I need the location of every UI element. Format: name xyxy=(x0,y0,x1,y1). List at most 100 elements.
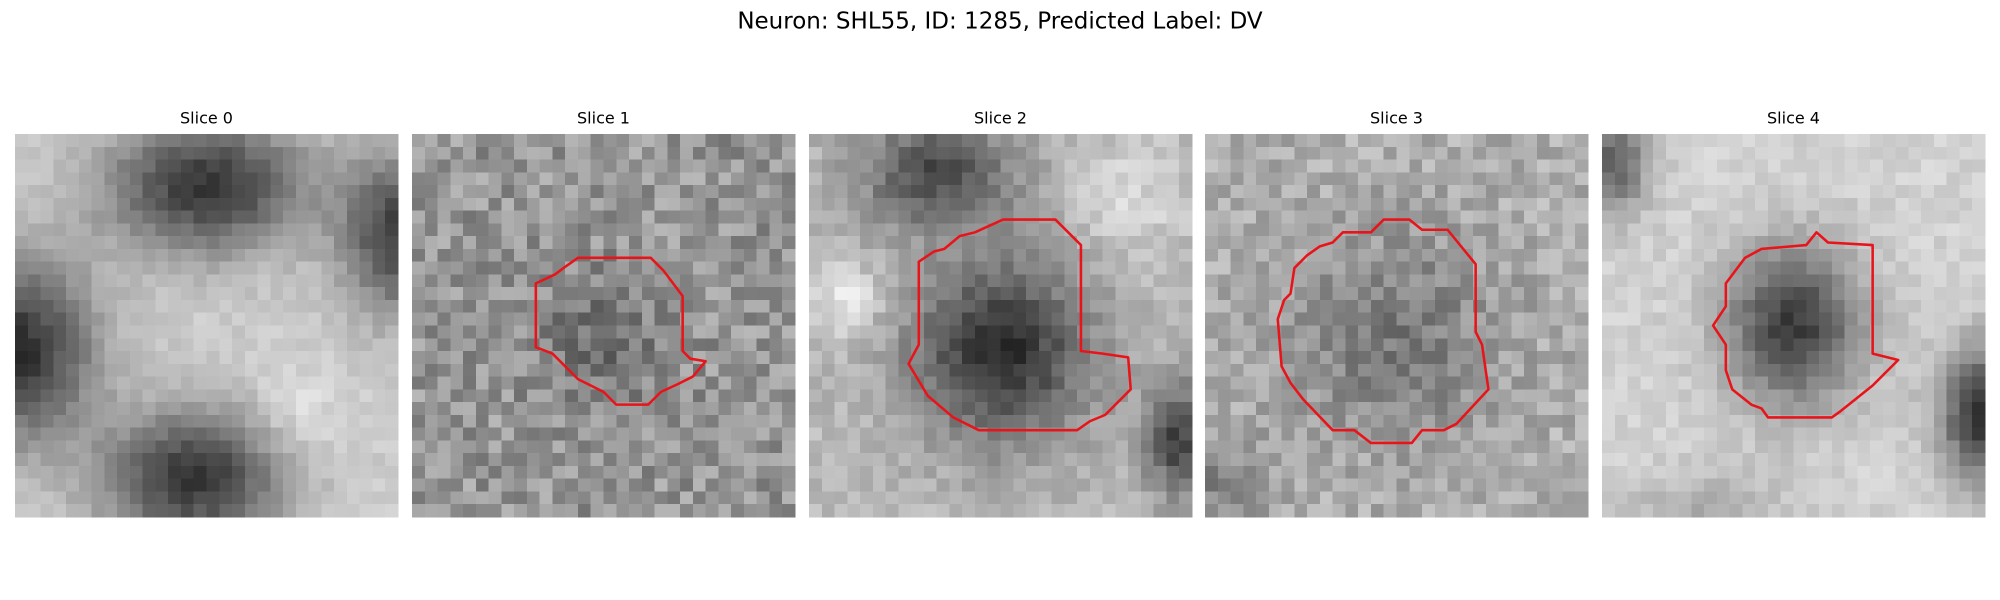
pixel xyxy=(1908,159,1922,173)
pixel xyxy=(104,453,118,467)
pixel xyxy=(1319,351,1334,365)
pixel xyxy=(1729,338,1743,352)
pixel xyxy=(1345,236,1359,250)
pixel xyxy=(1345,402,1359,416)
pixel xyxy=(424,504,439,518)
pixel xyxy=(1166,159,1180,173)
pixel xyxy=(437,465,451,480)
pixel xyxy=(412,248,426,263)
pixel xyxy=(923,236,938,250)
pixel xyxy=(743,453,758,467)
pixel xyxy=(1665,159,1680,173)
pixel xyxy=(334,287,348,301)
pixel xyxy=(1524,223,1538,237)
pixel xyxy=(142,172,156,186)
pixel xyxy=(1256,261,1270,275)
pixel xyxy=(552,389,566,403)
pixel xyxy=(629,414,643,429)
pixel xyxy=(1460,491,1474,505)
pixel xyxy=(705,197,719,212)
pixel xyxy=(860,504,874,518)
pixel xyxy=(450,159,464,173)
pixel xyxy=(731,465,745,480)
pixel xyxy=(1013,440,1027,454)
pixel xyxy=(1498,440,1512,454)
pixel xyxy=(514,299,528,314)
pixel xyxy=(962,172,976,186)
pixel xyxy=(1473,478,1487,492)
pixel xyxy=(1870,478,1884,492)
pixel xyxy=(1485,274,1500,288)
pixel xyxy=(244,325,259,339)
pixel xyxy=(66,172,80,186)
pixel xyxy=(244,465,259,480)
pixel xyxy=(987,491,1002,505)
pixel xyxy=(1153,197,1167,212)
pixel xyxy=(911,414,925,429)
pixel xyxy=(1536,338,1551,352)
pixel xyxy=(1895,312,1909,327)
pixel xyxy=(1946,402,1960,416)
pixel xyxy=(718,453,732,467)
pixel xyxy=(488,453,502,467)
pixel xyxy=(155,465,169,480)
pixel xyxy=(1704,236,1718,250)
pixel xyxy=(1972,287,1986,301)
pixel xyxy=(117,478,131,492)
pixel xyxy=(142,478,156,492)
pixel xyxy=(450,210,464,224)
pixel xyxy=(872,351,887,365)
pixel xyxy=(552,299,566,314)
pixel xyxy=(91,325,105,339)
pixel xyxy=(821,299,836,314)
pixel xyxy=(257,351,271,365)
pixel xyxy=(1115,210,1129,224)
pixel xyxy=(1780,185,1795,199)
pixel xyxy=(1013,172,1027,186)
pixel xyxy=(847,427,861,441)
pixel xyxy=(936,134,950,148)
pixel xyxy=(53,185,67,199)
pixel xyxy=(1921,427,1935,441)
pixel xyxy=(1908,274,1922,288)
pixel xyxy=(1447,146,1461,161)
pixel xyxy=(872,185,887,199)
pixel xyxy=(1716,414,1731,429)
pixel xyxy=(244,185,259,199)
pixel xyxy=(616,491,630,505)
pixel xyxy=(53,414,67,429)
pixel xyxy=(359,146,373,161)
pixel xyxy=(1536,146,1551,161)
pixel xyxy=(1434,261,1449,275)
pixel xyxy=(308,325,322,339)
pixel xyxy=(987,478,1002,492)
pixel xyxy=(1524,465,1538,480)
pixel xyxy=(1013,197,1027,212)
pixel xyxy=(1026,338,1040,352)
pixel xyxy=(987,453,1002,467)
pixel xyxy=(1498,504,1512,518)
pixel xyxy=(1166,312,1180,327)
pixel xyxy=(206,325,220,339)
pixel xyxy=(1485,223,1500,237)
pixel xyxy=(936,299,950,314)
pixel xyxy=(1767,236,1782,250)
pixel xyxy=(244,351,259,365)
pixel xyxy=(667,414,681,429)
pixel xyxy=(565,504,579,518)
pixel xyxy=(565,299,579,314)
pixel xyxy=(923,172,938,186)
pixel xyxy=(1536,414,1551,429)
pixel xyxy=(1844,172,1858,186)
pixel xyxy=(1946,453,1960,467)
pixel xyxy=(1140,465,1155,480)
pixel xyxy=(501,274,515,288)
pixel xyxy=(1358,402,1372,416)
pixel xyxy=(450,134,464,148)
pixel xyxy=(1217,223,1232,237)
pixel xyxy=(424,223,439,237)
pixel xyxy=(475,223,490,237)
pixel xyxy=(692,146,707,161)
pixel xyxy=(78,389,93,403)
pixel xyxy=(936,491,950,505)
